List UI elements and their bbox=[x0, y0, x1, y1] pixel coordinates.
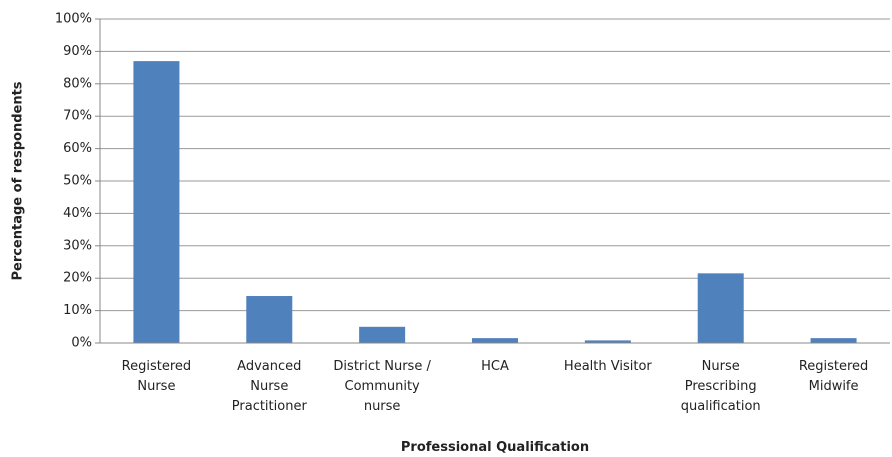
bar bbox=[133, 61, 180, 344]
x-tick-label: Registered Midwife bbox=[798, 359, 869, 394]
y-tick-label: 40% bbox=[63, 206, 92, 221]
x-axis-title: Professional Qualification bbox=[400, 440, 590, 455]
y-tick-label: 50% bbox=[63, 174, 92, 189]
bar bbox=[697, 273, 744, 343]
x-tick-label: Registered Nurse bbox=[121, 359, 192, 394]
x-tick-label: Nurse Prescribing qualification bbox=[680, 359, 761, 414]
y-tick-label: 20% bbox=[63, 271, 92, 286]
y-tick-label: 70% bbox=[63, 109, 92, 124]
x-tick-label: District Nurse / Community nurse bbox=[333, 359, 431, 414]
bar bbox=[584, 340, 631, 343]
x-tick-label: Advanced Nurse Practitioner bbox=[231, 359, 307, 414]
bar bbox=[246, 296, 293, 343]
bar bbox=[810, 338, 857, 343]
y-tick-label: 60% bbox=[63, 141, 92, 156]
y-tick-label: 10% bbox=[63, 303, 92, 318]
x-tick-label: Health Visitor bbox=[563, 359, 652, 374]
y-axis-title: Percentage of respondents bbox=[11, 81, 26, 280]
y-tick-label: 90% bbox=[63, 44, 92, 59]
bar bbox=[472, 338, 518, 343]
y-tick-label: 30% bbox=[63, 238, 92, 253]
x-tick-label: HCA bbox=[481, 359, 509, 374]
y-tick-label: 0% bbox=[71, 336, 92, 351]
y-tick-label: 100% bbox=[55, 12, 92, 27]
y-tick-label: 80% bbox=[63, 76, 92, 91]
bar bbox=[359, 326, 406, 343]
